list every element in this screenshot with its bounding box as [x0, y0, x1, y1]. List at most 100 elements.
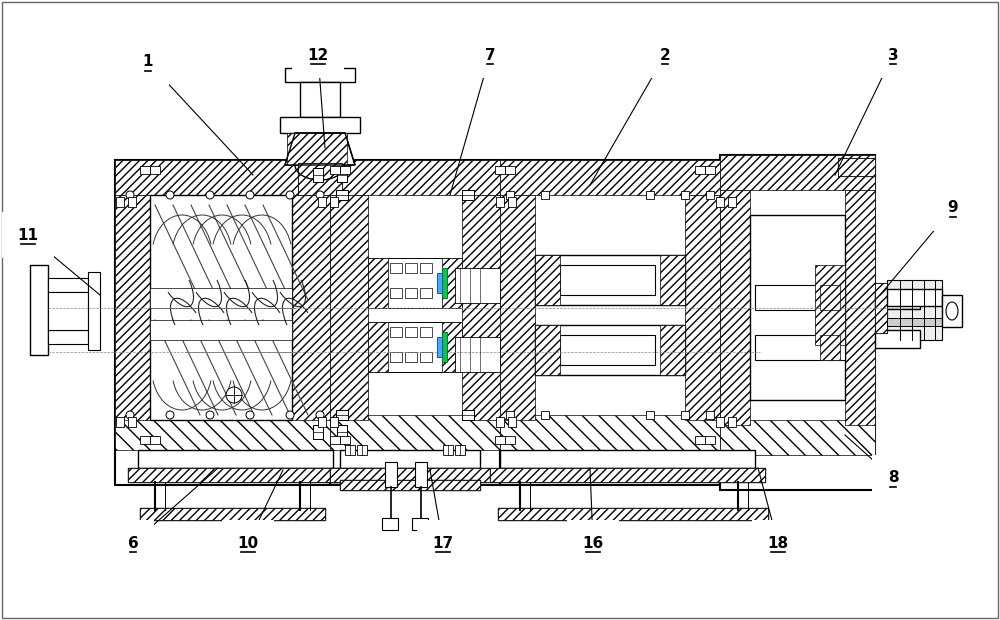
Circle shape [316, 411, 324, 419]
Bar [720, 420, 875, 455]
Bar [337, 425, 347, 439]
Bar [88, 272, 100, 350]
Text: 16: 16 [582, 536, 604, 551]
Bar [500, 195, 535, 420]
Bar [815, 265, 845, 345]
Circle shape [126, 191, 134, 199]
Bar [140, 508, 325, 520]
Bar [150, 166, 160, 174]
Bar [368, 322, 462, 372]
Text: 12: 12 [307, 48, 329, 63]
Bar [875, 330, 920, 348]
Bar [298, 163, 342, 195]
Bar [420, 288, 432, 298]
Circle shape [166, 191, 174, 199]
Bar [496, 197, 504, 207]
Bar [887, 289, 942, 306]
Text: 3: 3 [888, 48, 898, 63]
Bar [405, 327, 417, 337]
Bar [345, 445, 355, 455]
Circle shape [206, 411, 214, 419]
Text: 1: 1 [143, 55, 153, 69]
Bar [292, 195, 330, 420]
Bar [128, 417, 136, 427]
Bar [405, 263, 417, 273]
Bar [287, 133, 347, 165]
Bar [681, 411, 689, 419]
Bar [838, 158, 875, 176]
Bar [368, 258, 462, 308]
Bar [368, 322, 388, 372]
Bar [455, 445, 465, 455]
Bar [462, 410, 474, 420]
Bar [490, 468, 765, 482]
Bar [30, 265, 48, 355]
Bar [442, 258, 462, 308]
Bar [150, 288, 292, 308]
Bar [48, 330, 88, 344]
Text: 17: 17 [432, 536, 454, 551]
Bar [560, 335, 655, 365]
Ellipse shape [946, 302, 958, 320]
Bar [462, 195, 500, 420]
Bar [442, 322, 462, 372]
Bar [462, 190, 474, 200]
Bar [720, 155, 875, 490]
Bar [942, 295, 962, 327]
Bar [313, 425, 323, 439]
Bar [340, 480, 480, 490]
Circle shape [206, 191, 214, 199]
Bar [115, 415, 330, 450]
Bar [695, 166, 705, 174]
Bar [560, 265, 655, 295]
Bar [300, 82, 340, 117]
Bar [48, 330, 88, 344]
Bar [875, 283, 887, 333]
Bar [285, 68, 355, 82]
Text: 11: 11 [18, 228, 38, 242]
Bar [495, 166, 505, 174]
Bar [48, 278, 88, 292]
Bar [508, 197, 516, 207]
Bar [150, 320, 292, 340]
Bar [330, 436, 340, 444]
Bar [336, 190, 348, 200]
Bar [755, 285, 845, 310]
Bar [128, 468, 343, 482]
Bar [48, 278, 88, 292]
Bar [500, 160, 720, 485]
Bar [442, 268, 447, 298]
Bar [496, 417, 504, 427]
Bar [138, 450, 333, 468]
Bar [887, 318, 942, 326]
Bar [115, 160, 330, 195]
Bar [495, 436, 505, 444]
Circle shape [126, 411, 134, 419]
Bar [755, 335, 845, 360]
Bar [535, 255, 685, 305]
Bar [500, 450, 755, 468]
Bar [313, 168, 323, 182]
Bar [443, 445, 453, 455]
Bar [420, 263, 432, 273]
Bar [455, 337, 500, 372]
Bar [505, 166, 515, 174]
Bar [716, 197, 724, 207]
Bar [405, 288, 417, 298]
Bar [875, 291, 920, 309]
Bar [340, 450, 480, 468]
Bar [695, 436, 705, 444]
Bar [298, 163, 342, 195]
Bar [508, 417, 516, 427]
Bar [405, 352, 417, 362]
Bar [646, 411, 654, 419]
Bar [285, 68, 355, 82]
Circle shape [166, 411, 174, 419]
Bar [875, 283, 887, 333]
Circle shape [246, 411, 254, 419]
Bar [705, 166, 715, 174]
Bar [138, 450, 333, 468]
Bar [716, 417, 724, 427]
Bar [500, 415, 720, 450]
Bar [646, 191, 654, 199]
